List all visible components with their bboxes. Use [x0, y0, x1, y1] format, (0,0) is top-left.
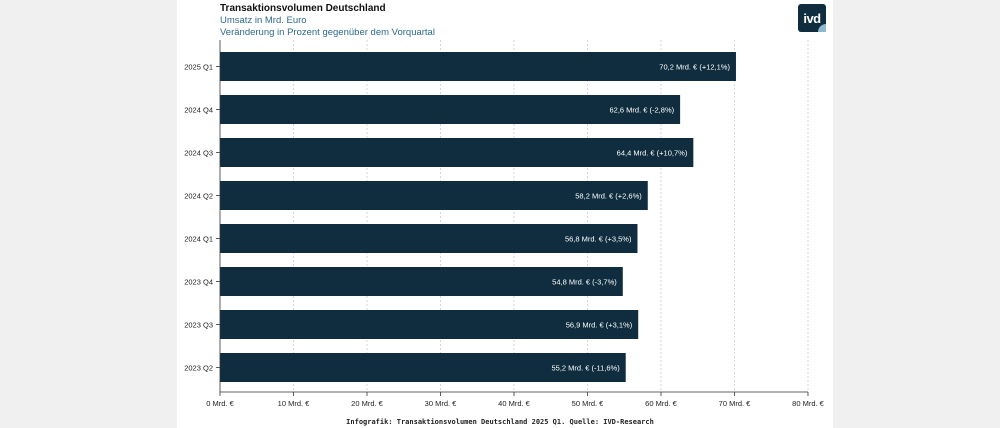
source-caption: Infografik: Transaktionsvolumen Deutschl… [346, 418, 654, 426]
x-tick-label: 30 Mrd. € [425, 399, 458, 408]
bar [220, 224, 638, 253]
x-tick-label: 60 Mrd. € [645, 399, 678, 408]
grid-layer [293, 40, 809, 392]
x-tick-label: 0 Mrd. € [206, 399, 234, 408]
chart-subtitle-change: Veränderung in Prozent gegenüber dem Vor… [220, 27, 435, 38]
x-tick-label: 70 Mrd. € [719, 399, 752, 408]
bar-data-label: 70,2 Mrd. € (+12,1%) [659, 63, 730, 72]
y-category-label: 2024 Q1 [184, 235, 213, 244]
ivd-logo: ivd [798, 4, 826, 32]
x-tick-label: 10 Mrd. € [278, 399, 311, 408]
bar-data-label: 58,2 Mrd. € (+2,6%) [575, 192, 642, 201]
bar-data-label: 56,9 Mrd. € (+3,1%) [566, 321, 633, 330]
bar [220, 95, 681, 124]
y-category-label: 2023 Q2 [184, 364, 213, 373]
y-category-label: 2024 Q2 [184, 192, 213, 201]
x-tick-label: 50 Mrd. € [572, 399, 605, 408]
bar-data-label: 54,8 Mrd. € (-3,7%) [552, 278, 617, 287]
bar-data-label: 62,6 Mrd. € (-2,8%) [610, 106, 675, 115]
bar [220, 138, 694, 167]
bar [220, 181, 648, 210]
y-category-label: 2024 Q3 [184, 149, 213, 158]
bar-layer: 70,2 Mrd. € (+12,1%) 62,6 Mrd. € (-2,8%) 6… [220, 52, 736, 382]
bar [220, 310, 639, 339]
chart-title: Transaktionsvolumen Deutschland [220, 3, 386, 14]
y-category-label: 2024 Q4 [184, 106, 213, 115]
axis-layer: 0 Mrd. € 10 Mrd. € 20 Mrd. € 30 Mrd. € 40 Mr… [184, 40, 825, 408]
logo-corner-mark [818, 24, 826, 32]
bar [220, 353, 626, 382]
bar-data-label: 56,8 Mrd. € (+3,5%) [565, 235, 632, 244]
bar [220, 267, 623, 296]
y-category-label: 2025 Q1 [184, 63, 213, 72]
bar-data-label: 55,2 Mrd. € (-11,6%) [551, 364, 620, 373]
x-tick-label: 80 Mrd. € [792, 399, 825, 408]
logo-text: ivd [803, 10, 821, 26]
y-category-label: 2023 Q4 [184, 278, 213, 287]
bar-data-label: 64,4 Mrd. € (+10,7%) [617, 149, 688, 158]
x-tick-label: 40 Mrd. € [498, 399, 531, 408]
y-category-label: 2023 Q3 [184, 321, 213, 330]
chart-subtitle: Umsatz in Mrd. Euro [220, 15, 307, 26]
bar [220, 52, 736, 81]
x-tick-label: 20 Mrd. € [351, 399, 384, 408]
